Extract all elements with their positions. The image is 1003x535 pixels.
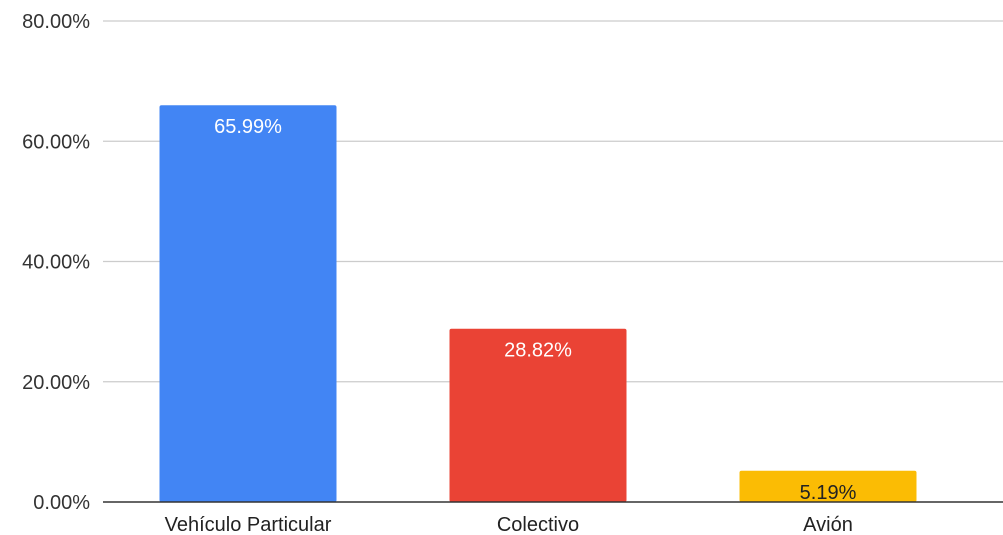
- x-axis-category-labels: Vehículo Particular Colectivo Avión: [165, 514, 853, 535]
- bars: [159, 105, 917, 503]
- bar-1: [449, 328, 627, 502]
- y-tick-label-4: 80.00%: [22, 11, 90, 33]
- category-label-1: Colectivo: [497, 514, 579, 535]
- bar-0: [159, 105, 337, 503]
- y-tick-label-2: 40.00%: [22, 252, 90, 274]
- data-label-1: 28.82%: [504, 340, 572, 362]
- bar-2: [739, 470, 917, 502]
- y-tick-label-0: 0.00%: [33, 492, 90, 514]
- data-label-2: 5.19%: [800, 482, 857, 504]
- y-tick-label-3: 60.00%: [22, 131, 90, 153]
- category-label-0: Vehículo Particular: [165, 514, 332, 535]
- y-tick-label-1: 20.00%: [22, 372, 90, 394]
- category-label-2: Avión: [803, 514, 853, 535]
- data-label-0: 65.99%: [214, 116, 282, 138]
- data-labels: 65.99% 28.82% 5.19%: [214, 116, 856, 504]
- y-axis-tick-labels: 0.00% 20.00% 40.00% 60.00% 80.00%: [22, 11, 90, 514]
